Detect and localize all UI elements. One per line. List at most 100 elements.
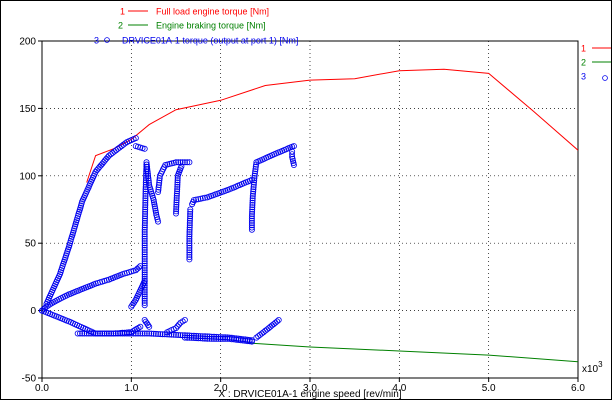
series-3-marker [141, 222, 148, 229]
series-3-marker [172, 331, 179, 338]
series-3-marker [186, 159, 193, 166]
series-3-marker [250, 188, 257, 195]
series-3-marker [94, 330, 101, 337]
series-3-marker [250, 179, 257, 186]
series-3-marker [274, 318, 281, 325]
series-3-marker [137, 323, 144, 330]
series-3-marker [146, 323, 153, 330]
series-3-marker [186, 242, 193, 249]
series-3-marker [141, 267, 148, 274]
legend-index-2: 2 [118, 21, 123, 31]
series-3-marker [181, 334, 188, 341]
series-3-marker [141, 242, 148, 249]
legend-label-2: Engine braking torque [Nm] [156, 21, 266, 31]
series-3-marker [151, 203, 158, 210]
series-3-marker [152, 205, 159, 212]
series-3-marker [187, 208, 194, 215]
y-tick-label: -50 [22, 374, 37, 385]
series-3-marker [142, 197, 149, 204]
series-3-marker [141, 295, 148, 302]
x-tick-label: 0.0 [35, 383, 49, 394]
series-3-marker [199, 335, 206, 342]
x-tick-label: 2.0 [214, 383, 228, 394]
series-3-marker [126, 329, 133, 336]
series-3-marker [150, 199, 157, 206]
series-3-marker [275, 316, 282, 323]
series-3-marker [289, 148, 296, 155]
series-3-marker [215, 335, 222, 342]
series-3-marker [249, 208, 256, 215]
series-3-marker [172, 325, 179, 332]
series-3-marker [248, 219, 255, 226]
series-3-marker [74, 330, 81, 337]
series-3-marker [174, 188, 181, 195]
series-3-marker [249, 201, 256, 208]
series-3-marker [173, 208, 180, 215]
series-3-marker [248, 215, 255, 222]
series-3-marker [141, 253, 148, 260]
series-3-marker [155, 184, 162, 191]
series-3-marker [174, 179, 181, 186]
series-3-marker [170, 331, 177, 338]
series-3-marker [249, 192, 256, 199]
series-3-marker [145, 322, 152, 329]
series-3-marker [186, 217, 193, 224]
series-3-marker [174, 183, 181, 190]
series-3-marker [251, 177, 258, 184]
series-3-marker [193, 196, 200, 203]
series-3-marker [77, 330, 84, 337]
series-3-marker [193, 335, 200, 342]
series-3-marker [213, 335, 220, 342]
series-3-marker [148, 330, 155, 337]
series-3-marker [186, 235, 193, 242]
series-3-marker [173, 190, 180, 197]
right-key-index-2: 2 [581, 58, 586, 68]
series-3-marker [173, 197, 180, 204]
series-3-marker [142, 208, 149, 215]
series-3-marker [97, 330, 104, 337]
series-3-marker [186, 249, 193, 256]
series-3-marker [201, 194, 208, 201]
series-3-marker [173, 203, 180, 210]
series-3-marker [142, 204, 149, 211]
series-3-marker [188, 334, 195, 341]
series-3-marker [186, 244, 193, 251]
series-3-marker [244, 338, 251, 345]
series-3-marker [145, 175, 152, 182]
series-3-marker [174, 186, 181, 193]
series-3-marker [155, 181, 162, 188]
series-3-marker [249, 206, 256, 213]
series-3-marker [249, 197, 256, 204]
series-3-marker [224, 335, 231, 342]
series-3-marker [187, 213, 194, 220]
series-3-marker [187, 210, 194, 217]
series-3-marker [142, 206, 149, 213]
series-3-marker [144, 163, 151, 170]
series-3-marker [252, 168, 259, 175]
series-3-marker [141, 293, 148, 300]
series-3-marker [204, 335, 211, 342]
series-3-marker [190, 334, 197, 341]
series-3-marker [151, 201, 158, 208]
series-3-marker [249, 204, 256, 211]
series-3-marker [267, 323, 274, 330]
series-3-marker [186, 219, 193, 226]
series-3-marker [141, 271, 148, 278]
series-3-marker [156, 175, 163, 182]
series-3-marker [222, 335, 229, 342]
series-3-marker [172, 159, 179, 166]
series-3-marker [195, 335, 202, 342]
series-3-marker [155, 218, 162, 225]
series-3-marker [251, 172, 258, 179]
series-3-marker [156, 179, 163, 186]
series-3-marker [157, 331, 164, 338]
series-3-marker [186, 226, 193, 233]
series-3-marker [141, 215, 148, 222]
series-3-marker [231, 336, 238, 343]
series-3-marker [173, 194, 180, 201]
series-3-marker [248, 222, 255, 229]
series-3-marker [184, 334, 191, 341]
series-3-marker [141, 297, 148, 304]
series-3-marker [141, 249, 148, 256]
